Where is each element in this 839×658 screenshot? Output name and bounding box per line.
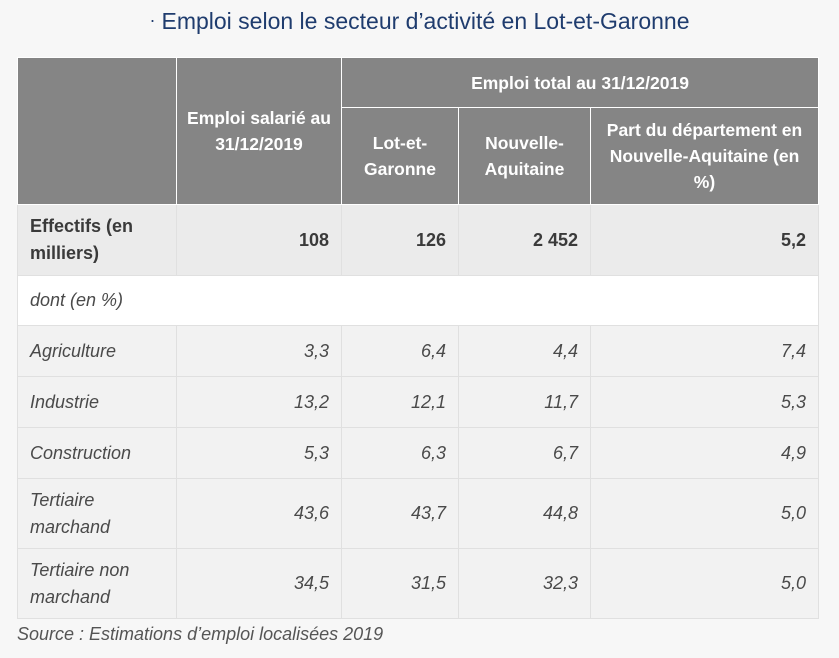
header-nouvelle-aquitaine: Nouvelle-Aquitaine	[458, 107, 591, 205]
dont-label: dont (en %)	[17, 275, 819, 326]
sector-value: 12,1	[341, 376, 459, 428]
header-empty-cell	[17, 57, 177, 205]
sector-label: Industrie	[17, 376, 177, 428]
sector-value: 11,7	[458, 376, 591, 428]
sector-label: Tertiaire non marchand	[17, 548, 177, 619]
effectifs-part: 5,2	[590, 204, 819, 276]
dont-row: dont (en %)	[17, 275, 819, 326]
header-lot-et-garonne: Lot-et-Garonne	[341, 107, 459, 205]
header-part-departement: Part du département en Nouvelle-Aquitain…	[590, 107, 819, 205]
effectifs-label: Effectifs (en milliers)	[17, 204, 177, 276]
sector-label: Tertiaire marchand	[17, 478, 177, 549]
effectifs-emploi-salarie: 108	[176, 204, 342, 276]
sector-value: 43,6	[176, 478, 342, 549]
sector-value: 6,7	[458, 427, 591, 479]
table-row: Tertiaire marchand 43,6 43,7 44,8 5,0	[17, 478, 819, 549]
sector-label: Agriculture	[17, 325, 177, 377]
sector-value: 4,9	[590, 427, 819, 479]
sector-value: 5,0	[590, 478, 819, 549]
sector-value: 44,8	[458, 478, 591, 549]
sector-value: 43,7	[341, 478, 459, 549]
table-row: Construction 5,3 6,3 6,7 4,9	[17, 427, 819, 479]
sector-value: 4,4	[458, 325, 591, 377]
header-row-2: Lot-et-Garonne Nouvelle-Aquitaine Part d…	[18, 107, 819, 205]
sector-value: 5,3	[590, 376, 819, 428]
sector-value: 6,3	[341, 427, 459, 479]
sector-value: 7,4	[590, 325, 819, 377]
table-row: Industrie 13,2 12,1 11,7 5,3	[17, 376, 819, 428]
table-row: Tertiaire non marchand 34,5 31,5 32,3 5,…	[17, 548, 819, 619]
sector-value: 6,4	[341, 325, 459, 377]
table-row: Agriculture 3,3 6,4 4,4 7,4	[17, 325, 819, 377]
sector-value: 5,0	[590, 548, 819, 619]
title-text: Emploi selon le secteur d’activité en Lo…	[161, 8, 690, 34]
page-title: · Emploi selon le secteur d’activité en L…	[0, 8, 839, 35]
title-bullet: ·	[149, 10, 156, 30]
sector-value: 13,2	[176, 376, 342, 428]
header-emploi-total: Emploi total au 31/12/2019	[341, 57, 819, 108]
sector-value: 31,5	[341, 548, 459, 619]
header-emploi-salarie: Emploi salarié au 31/12/2019	[176, 57, 342, 205]
effectifs-nouvelle-aquitaine: 2 452	[458, 204, 591, 276]
sector-value: 34,5	[176, 548, 342, 619]
sector-value: 3,3	[176, 325, 342, 377]
sector-value: 32,3	[458, 548, 591, 619]
header-row-1: Emploi salarié au 31/12/2019 Emploi tota…	[17, 57, 819, 205]
source-note: Source : Estimations d’emploi localisées…	[17, 624, 384, 644]
sector-value: 5,3	[176, 427, 342, 479]
sector-label: Construction	[17, 427, 177, 479]
effectifs-lot-et-garonne: 126	[341, 204, 459, 276]
effectifs-row: Effectifs (en milliers) 108 126 2 452 5,…	[17, 204, 819, 276]
employment-table: Emploi salarié au 31/12/2019 Emploi tota…	[17, 57, 819, 619]
